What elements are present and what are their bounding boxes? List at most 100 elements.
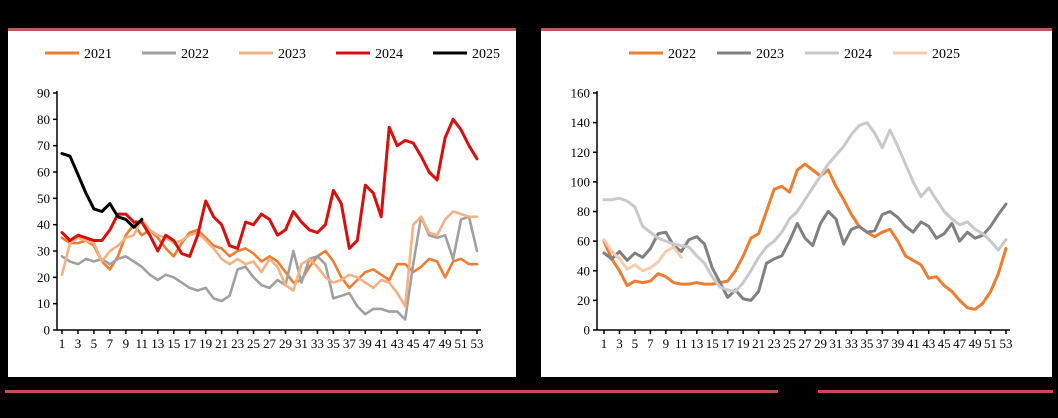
y-tick-label: 80 — [577, 204, 590, 219]
x-tick-label: 5 — [632, 336, 639, 351]
series-line-2024 — [602, 121, 1008, 293]
x-tick-label: 23 — [768, 336, 781, 351]
x-tick-label: 31 — [295, 336, 308, 351]
left-card-top-rule — [8, 28, 516, 31]
x-tick-label: 25 — [247, 336, 260, 351]
y-tick-label: 0 — [44, 323, 51, 338]
y-tick-label: 40 — [577, 263, 590, 278]
y-tick-label: 0 — [584, 323, 591, 338]
y-tick-label: 120 — [571, 145, 591, 160]
legend-item-2024: 2024 — [805, 47, 872, 62]
series-line-2023 — [60, 210, 479, 308]
series-line-2022 — [60, 215, 479, 321]
legend-item-2022: 2022 — [629, 47, 696, 62]
x-tick-label: 47 — [953, 336, 967, 351]
y-tick-labels: 0 20 40 60 80 100 120 140 160 — [571, 86, 597, 338]
y-tick-label: 160 — [571, 86, 591, 101]
x-tick-label: 23 — [231, 336, 244, 351]
x-tick-labels: 1 3 5 7 9 11 13 15 17 19 21 23 25 27 29 31 33 35 37 39 41 43 4… — [601, 330, 1013, 351]
x-tick-label: 41 — [907, 336, 920, 351]
x-tick-label: 21 — [752, 336, 765, 351]
x-tick-label: 53 — [471, 336, 484, 351]
x-tick-label: 13 — [690, 336, 703, 351]
x-tick-label: 27 — [799, 336, 813, 351]
x-tick-label: 15 — [706, 336, 719, 351]
x-tick-label: 35 — [860, 336, 873, 351]
x-tick-label: 37 — [343, 336, 357, 351]
x-tick-label: 19 — [199, 336, 212, 351]
chart-card-right: 0 20 40 60 80 100 120 140 160 1 3 5 7 9 11 13 15 17 19 21 23… — [541, 31, 1052, 377]
legend-item-2025: 2025 — [433, 47, 500, 62]
series-line-2025 — [602, 238, 683, 273]
legend-label: 2022 — [668, 47, 696, 62]
y-tick-label: 60 — [577, 234, 590, 249]
axes — [56, 91, 482, 331]
legend-item-2024: 2024 — [336, 47, 403, 62]
y-tick-label: 70 — [37, 138, 50, 153]
legend-label: 2022 — [181, 47, 209, 62]
chart-card-left: 0 10 20 30 40 50 60 70 80 90 1 3 5 7 9 11 13 15 17 19 21 23 25… — [8, 31, 516, 377]
x-tick-label: 1 — [601, 336, 608, 351]
y-tick-label: 80 — [37, 112, 50, 127]
legend-label: 2024 — [844, 47, 872, 62]
x-tick-label: 49 — [439, 336, 452, 351]
x-tick-label: 7 — [647, 336, 654, 351]
legend-label: 2025 — [472, 47, 500, 62]
right-bottom-rule — [818, 390, 1053, 393]
x-tick-label: 15 — [167, 336, 180, 351]
x-tick-label: 33 — [845, 336, 858, 351]
x-tick-label: 39 — [891, 336, 904, 351]
x-tick-label: 3 — [616, 336, 623, 351]
x-tick-label: 45 — [938, 336, 951, 351]
x-tick-label: 53 — [1000, 336, 1013, 351]
legend-label: 2023 — [756, 47, 784, 62]
x-tick-label: 27 — [263, 336, 277, 351]
x-tick-label: 11 — [675, 336, 688, 351]
y-tick-labels: 0 10 20 30 40 50 60 70 80 90 — [37, 86, 57, 338]
y-tick-label: 100 — [571, 174, 591, 189]
x-tick-labels: 1 3 5 7 9 11 13 15 17 19 21 23 25 27 29 31 33 35 37 39 41 43 4… — [59, 330, 484, 351]
x-tick-label: 45 — [407, 336, 420, 351]
x-tick-label: 37 — [876, 336, 890, 351]
y-tick-label: 20 — [577, 293, 590, 308]
y-tick-label: 50 — [37, 191, 50, 206]
y-tick-label: 10 — [37, 296, 50, 311]
legend-item-2021: 2021 — [45, 47, 112, 62]
series-line-2024 — [60, 117, 479, 258]
x-tick-label: 39 — [359, 336, 372, 351]
legend-label: 2025 — [932, 47, 960, 62]
legend-item-2022: 2022 — [142, 47, 209, 62]
legend: 2022 2023 2024 2025 — [629, 47, 960, 62]
legend-label: 2024 — [375, 47, 403, 62]
x-tick-label: 31 — [829, 336, 842, 351]
legend-label: 2021 — [84, 47, 112, 62]
y-tick-label: 30 — [37, 244, 50, 259]
series-line-2025 — [60, 152, 144, 229]
y-tick-label: 90 — [37, 86, 50, 101]
x-tick-label: 1 — [59, 336, 66, 351]
x-tick-label: 9 — [663, 336, 670, 351]
x-tick-label: 51 — [455, 336, 468, 351]
y-tick-label: 20 — [37, 270, 50, 285]
legend-label: 2023 — [278, 47, 306, 62]
series-line-2022 — [602, 162, 1008, 311]
y-tick-label: 40 — [37, 217, 50, 232]
x-tick-label: 3 — [75, 336, 82, 351]
x-tick-label: 43 — [391, 336, 404, 351]
legend: 2021 2022 2023 2024 2025 — [45, 47, 500, 62]
x-tick-label: 33 — [311, 336, 324, 351]
x-tick-label: 17 — [183, 336, 197, 351]
x-tick-label: 51 — [984, 336, 997, 351]
x-tick-label: 43 — [922, 336, 935, 351]
legend-item-2023: 2023 — [239, 47, 306, 62]
y-tick-label: 140 — [571, 115, 591, 130]
x-tick-label: 7 — [107, 336, 114, 351]
x-tick-label: 21 — [215, 336, 228, 351]
axes — [596, 91, 1011, 331]
x-tick-label: 47 — [423, 336, 437, 351]
x-tick-label: 5 — [91, 336, 98, 351]
x-tick-label: 29 — [279, 336, 292, 351]
x-tick-label: 19 — [737, 336, 750, 351]
